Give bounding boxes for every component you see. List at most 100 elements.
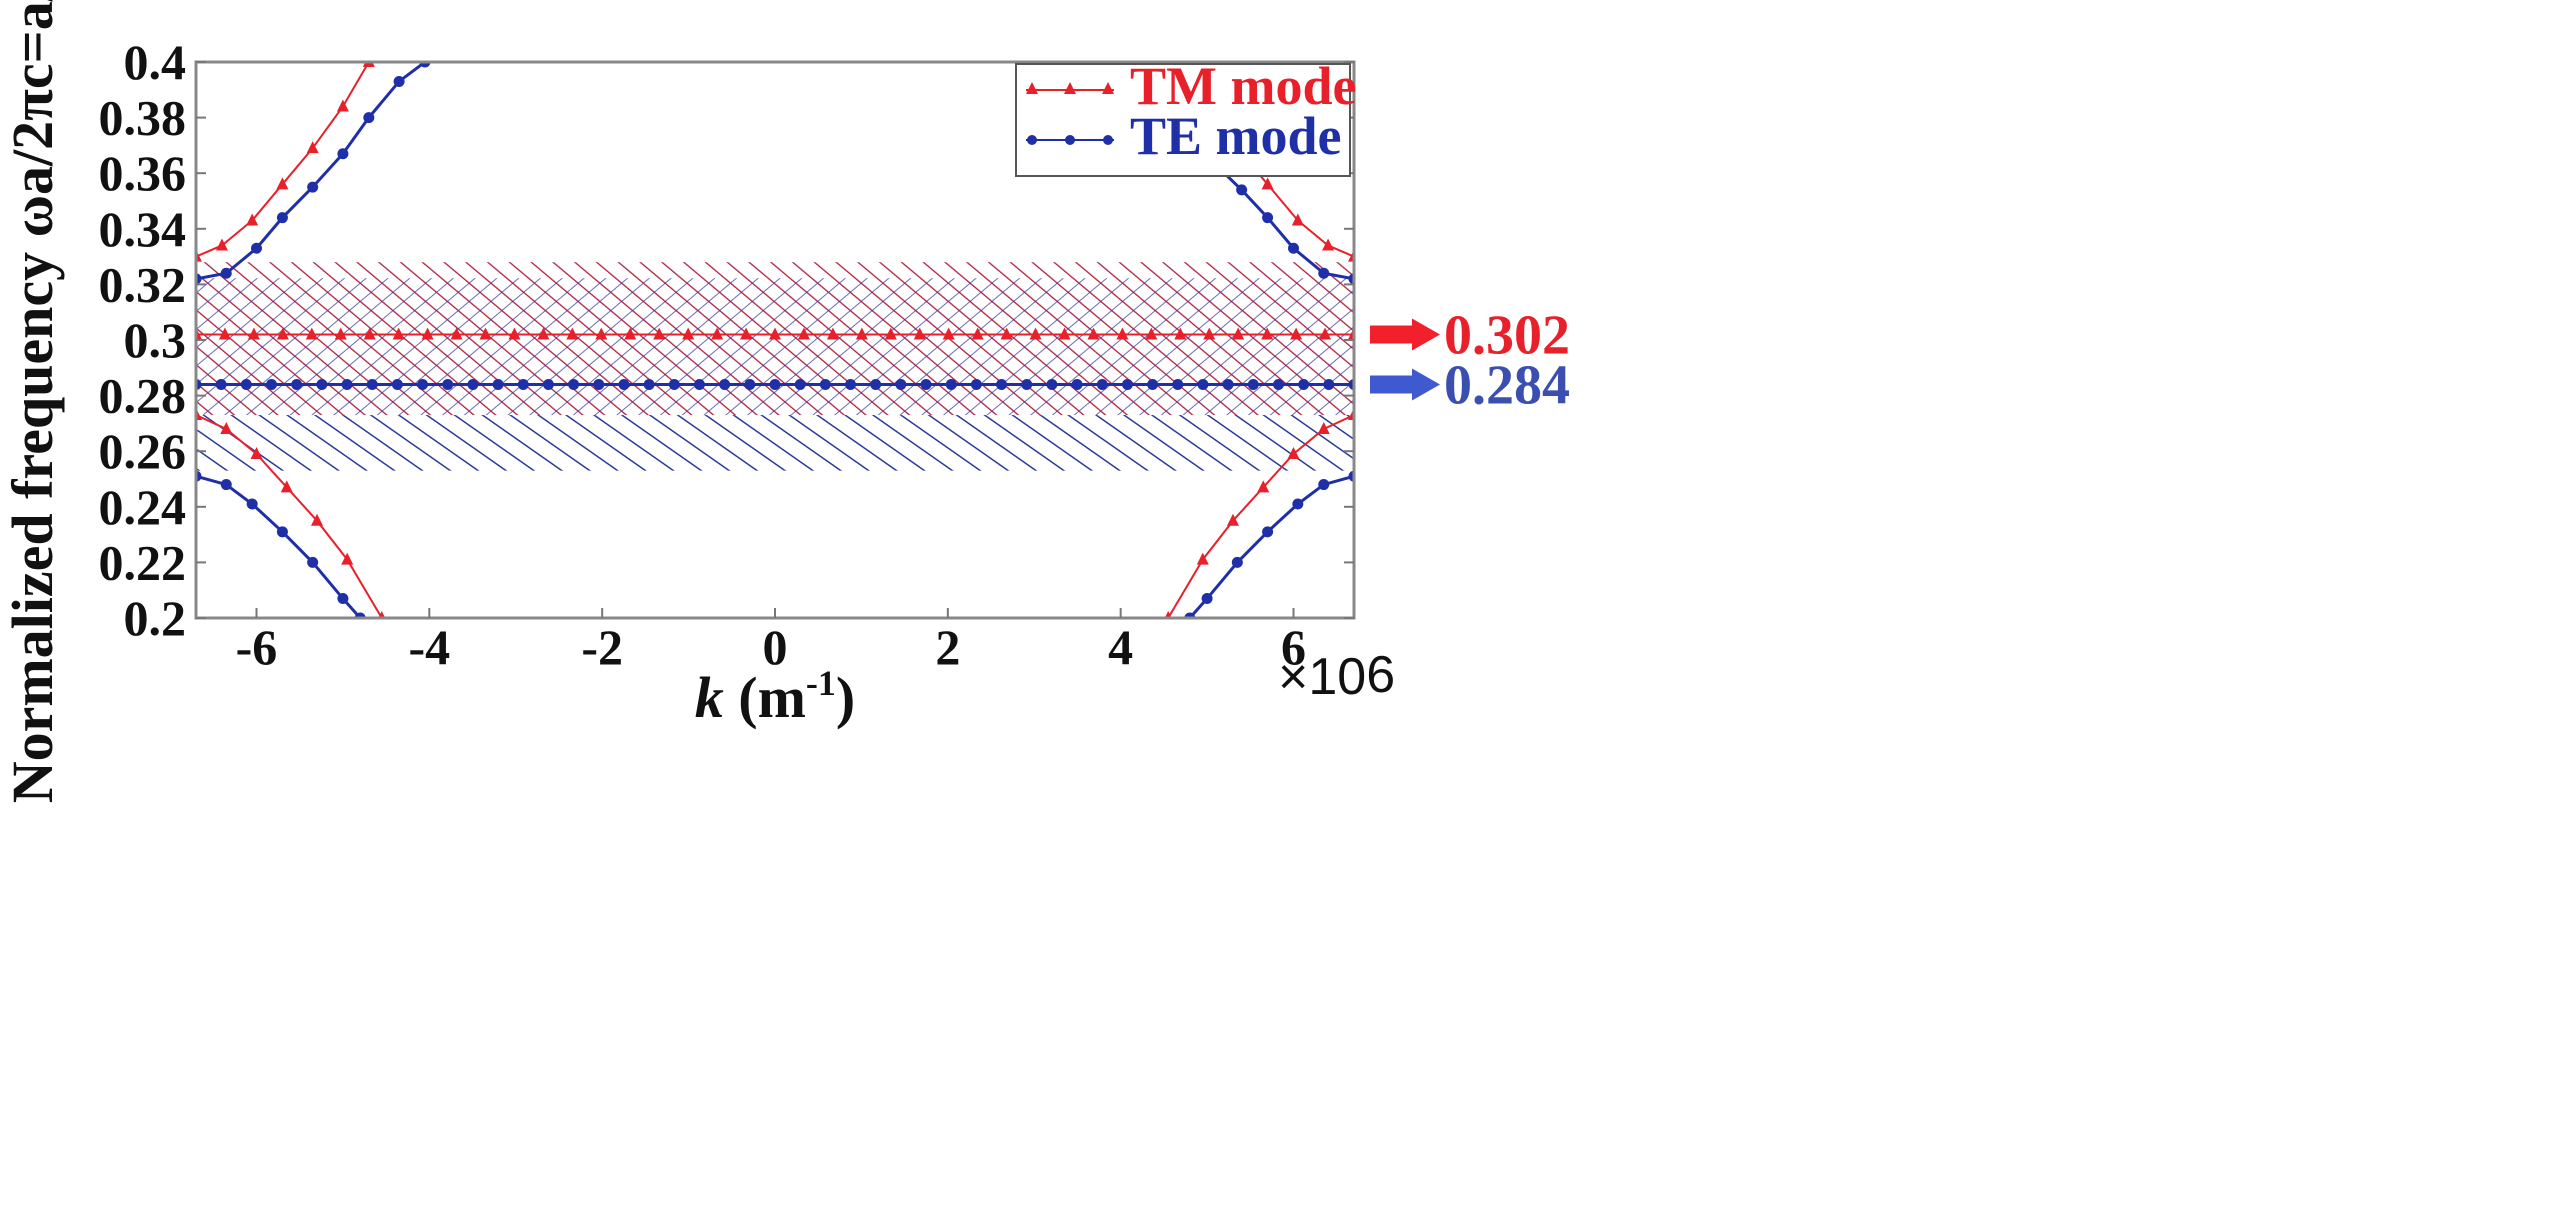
te-marker bbox=[492, 378, 504, 390]
te-marker bbox=[276, 526, 288, 538]
legend-box bbox=[1015, 63, 1351, 177]
tm-marker bbox=[1261, 177, 1274, 190]
tm-marker bbox=[1319, 327, 1332, 340]
te-marker bbox=[920, 378, 932, 390]
te-marker bbox=[1262, 212, 1274, 224]
te-marker bbox=[1201, 593, 1213, 605]
te-marker bbox=[337, 148, 349, 160]
tm-marker bbox=[1322, 238, 1335, 251]
te-marker bbox=[1046, 378, 1058, 390]
y-axis-ticks: 0.20.220.240.260.280.30.320.340.360.380.… bbox=[99, 34, 1354, 646]
tm-marker bbox=[218, 327, 231, 340]
te-marker bbox=[1071, 378, 1083, 390]
tm-marker bbox=[1087, 327, 1100, 340]
tm-marker bbox=[305, 327, 318, 340]
te-marker bbox=[363, 112, 375, 124]
te-marker bbox=[668, 378, 680, 390]
te-marker bbox=[276, 212, 288, 224]
tm-marker bbox=[1227, 513, 1240, 526]
tm-marker bbox=[1000, 327, 1013, 340]
te-marker bbox=[366, 378, 378, 390]
tm-marker bbox=[913, 327, 926, 340]
tm-marker bbox=[971, 327, 984, 340]
te-marker bbox=[744, 378, 756, 390]
tm-marker bbox=[276, 177, 289, 190]
tm-marker bbox=[1116, 327, 1129, 340]
te-marker bbox=[1231, 556, 1243, 568]
y-tick-label: 0.38 bbox=[99, 90, 187, 146]
te-marker bbox=[307, 556, 319, 568]
band-gap-regions bbox=[196, 262, 1354, 471]
x-tick-label: -6 bbox=[236, 619, 278, 675]
tm-marker bbox=[220, 421, 233, 434]
te-marker bbox=[246, 498, 258, 510]
tm-marker bbox=[1287, 446, 1300, 459]
tm-marker bbox=[280, 480, 293, 493]
tm-marker bbox=[682, 327, 695, 340]
tm-curve-0 bbox=[196, 62, 370, 258]
te-curve-3 bbox=[1214, 163, 1354, 281]
tm-marker bbox=[1145, 327, 1158, 340]
tm-marker bbox=[624, 327, 637, 340]
x-tick-label: 2 bbox=[935, 619, 960, 675]
te-marker bbox=[517, 378, 529, 390]
te-marker bbox=[1318, 267, 1330, 279]
te-marker bbox=[1021, 378, 1033, 390]
tm-marker bbox=[246, 213, 259, 226]
te-marker bbox=[1147, 378, 1159, 390]
tm-marker bbox=[421, 327, 434, 340]
tm-marker bbox=[341, 552, 354, 565]
te-marker bbox=[1247, 378, 1259, 390]
tm-marker bbox=[310, 513, 323, 526]
x-axis-ticks: -6 -4 -2 0 2 4 6 bbox=[236, 608, 1306, 675]
te-marker bbox=[996, 378, 1008, 390]
x-tick-label: -2 bbox=[581, 619, 623, 675]
y-tick-label: 0.34 bbox=[99, 201, 187, 257]
x-multiplier: ×106 bbox=[1278, 646, 1395, 706]
annotation-label-0: 0.302 bbox=[1444, 304, 1570, 366]
tm-marker bbox=[566, 327, 579, 340]
legend-te-label: TE mode bbox=[1130, 106, 1342, 166]
te-marker bbox=[307, 181, 319, 193]
tm-marker bbox=[1317, 421, 1330, 434]
te-marker bbox=[215, 378, 227, 390]
tm-marker bbox=[1232, 327, 1245, 340]
tm-marker bbox=[276, 327, 289, 340]
te-marker bbox=[819, 378, 831, 390]
tm-marker bbox=[378, 611, 386, 618]
x-axis-title: k (m-1) bbox=[695, 663, 855, 730]
te-marker bbox=[643, 378, 655, 390]
te-marker bbox=[870, 378, 882, 390]
te-marker bbox=[220, 267, 232, 279]
te-marker bbox=[1262, 526, 1274, 538]
band-region-overlap-crosshatch bbox=[196, 278, 1354, 416]
tm-marker bbox=[450, 327, 463, 340]
te-marker bbox=[568, 378, 580, 390]
te-marker bbox=[1121, 378, 1133, 390]
tm-marker bbox=[247, 327, 260, 340]
te-marker bbox=[417, 378, 429, 390]
te-marker bbox=[1288, 242, 1300, 254]
tm-marker bbox=[1174, 327, 1187, 340]
te-marker bbox=[467, 378, 479, 390]
te-marker bbox=[266, 378, 278, 390]
tm-marker bbox=[884, 327, 897, 340]
te-curve-0 bbox=[196, 62, 426, 281]
y-tick-label: 0.3 bbox=[124, 312, 187, 368]
y-tick-label: 0.4 bbox=[124, 34, 187, 90]
te-marker bbox=[1222, 378, 1234, 390]
tm-marker bbox=[508, 327, 521, 340]
tm-marker bbox=[769, 327, 781, 340]
te-marker bbox=[970, 378, 982, 390]
te-marker bbox=[719, 378, 731, 390]
tm-marker bbox=[537, 327, 550, 340]
band-region-te bbox=[196, 415, 1354, 471]
y-axis-title: Normalized frequency ωa/2πc=a/λ bbox=[0, 0, 65, 803]
annotation-label-1: 0.284 bbox=[1444, 354, 1570, 416]
legend-tm-marker-2 bbox=[1064, 82, 1076, 94]
tm-marker bbox=[826, 327, 839, 340]
te-marker bbox=[769, 378, 781, 390]
tm-marker bbox=[711, 327, 724, 340]
tm-marker bbox=[797, 327, 810, 340]
